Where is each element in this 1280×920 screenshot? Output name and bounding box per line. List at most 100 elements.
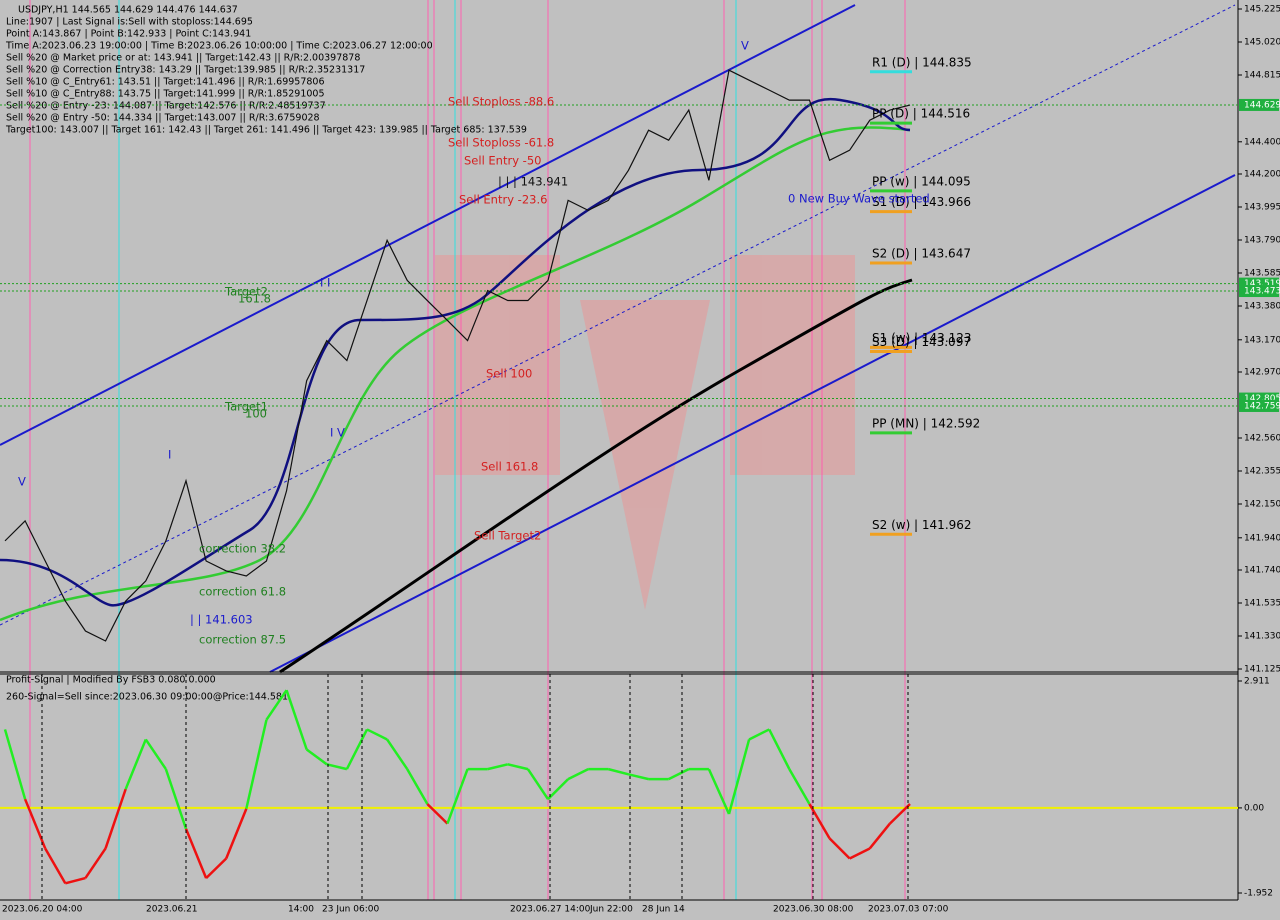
y-tick-label: 145.225 [1244, 5, 1280, 15]
annotation: correction 87.5 [199, 633, 286, 647]
y-tick-label: 143.790 [1244, 236, 1280, 246]
osc-segment [547, 778, 569, 801]
symbol-line: USDJPY,H1 144.565 144.629 144.476 144.63… [18, 5, 238, 16]
price-marker-label: 142.759 [1244, 401, 1280, 411]
osc-segment [748, 728, 770, 741]
osc-segment [144, 738, 167, 770]
y-tick-label: 144.200 [1244, 170, 1280, 180]
y-tick-label: 142.970 [1244, 368, 1280, 378]
osc-segment [285, 689, 308, 750]
price-marker-label: 142.805 [1244, 394, 1280, 404]
osc-segment [446, 768, 469, 825]
y-tick-label: 144.815 [1244, 71, 1280, 81]
annotation: V [741, 39, 749, 53]
osc-segment [889, 803, 911, 825]
annotation: Sell Entry -23.6 [459, 193, 547, 207]
osc-signal: 260-Signal=Sell since:2023.06.30 09:00:0… [6, 692, 288, 703]
osc-segment [23, 798, 47, 849]
info-line: Time A:2023.06.23 19:00:00 | Time B:2023… [5, 41, 433, 52]
osc-segment [828, 837, 851, 860]
y-tick-label: 143.585 [1244, 269, 1280, 279]
info-line: Sell %20 @ Entry -50: 144.334 || Target:… [6, 113, 320, 124]
annotation: Sell Entry -50 [464, 154, 541, 168]
y-tick-label: 143.170 [1244, 335, 1280, 345]
y-tick-label: 145.020 [1244, 38, 1280, 48]
y-tick-label: 143.380 [1244, 302, 1280, 312]
time-label: 14:00 [288, 905, 314, 915]
info-line: Target100: 143.007 || Target 161: 142.43… [5, 125, 527, 136]
osc-segment [124, 738, 147, 790]
osc-segment [84, 847, 107, 879]
price-marker [1239, 98, 1279, 111]
watermark [435, 255, 855, 610]
price-marker [1239, 285, 1279, 298]
osc-segment [628, 773, 649, 781]
y-tick-label: 141.330 [1244, 632, 1280, 642]
pivot-label: S1 (w) | 143.123 [872, 331, 972, 345]
osc-segment [245, 719, 268, 810]
info-line: Sell %20 @ Entry -23: 144.087 || Target:… [6, 101, 326, 112]
time-label: 2023.06.27 14:00 [510, 905, 591, 915]
osc-segment [225, 808, 248, 859]
info-line: Line:1907 | Last Signal is:Sell with sto… [6, 17, 253, 28]
vertical-lines [29, 0, 906, 900]
annotation: Target1 [224, 400, 268, 414]
osc-segment [707, 768, 731, 815]
time-label: 2023.06.20 04:00 [2, 905, 83, 915]
info-line: Sell %20 @ Market price or at: 143.941 |… [6, 53, 360, 64]
annotation: I I [320, 276, 330, 290]
pivot-label: S2 (w) | 141.962 [872, 518, 972, 532]
annotation: Target2 [224, 285, 268, 299]
pivot-label: PP (MN) | 142.592 [872, 416, 980, 430]
osc-segment [668, 767, 690, 781]
y-tick-label: 143.995 [1244, 203, 1280, 213]
osc-segment [406, 768, 429, 805]
info-line: Sell %10 @ C_Entry88: 143.75 || Target:1… [6, 89, 325, 100]
price-marker [1239, 399, 1279, 412]
annotation: Sell 100 [486, 367, 532, 381]
osc-segment [326, 763, 348, 771]
annotation: Sell Target2 [474, 529, 541, 543]
annotation: 161.8 [238, 292, 271, 306]
overlays [0, 4, 1236, 674]
time-label: 2023.06.30 08:00 [773, 905, 854, 915]
osc-segment [305, 748, 328, 766]
osc-segment [184, 828, 208, 879]
osc-segment [608, 767, 629, 776]
osc-segment [205, 857, 228, 879]
y-tick-label: 142.560 [1244, 434, 1280, 444]
osc-tick-label: 0.00 [1244, 803, 1264, 813]
info-line: Sell %10 @ C_Entry61: 143.51 || Target:1… [6, 77, 325, 88]
osc-segment [366, 728, 388, 741]
y-tick-label: 142.150 [1244, 500, 1280, 510]
osc-segment [44, 847, 67, 884]
y-tick-label: 141.535 [1244, 599, 1280, 609]
price-line [4, 69, 911, 642]
time-label: 2023.07.03 07:00 [868, 905, 949, 915]
price-marker-label: 143.473 [1244, 287, 1280, 297]
time-label: 23 Jun 06:00 [322, 905, 379, 915]
osc-segment [386, 738, 409, 770]
osc-tick-label: 2.911 [1244, 677, 1270, 687]
osc-segment [808, 803, 831, 840]
pivot-label: PP (w) | 144.095 [872, 174, 971, 188]
annotation: I V [330, 426, 345, 440]
annotation: | | 141.603 [190, 613, 253, 627]
osc-segment [3, 729, 27, 800]
osc-segment [727, 739, 751, 815]
y-tick-label: 141.940 [1244, 533, 1280, 543]
osc-segment [345, 728, 369, 770]
time-label: 28 Jun 14 [642, 905, 685, 915]
time-label: 2023.06.21 [146, 905, 198, 915]
annotation: correction 61.8 [199, 585, 286, 599]
osc-segment [788, 768, 811, 805]
osc-segment [849, 847, 871, 860]
osc-tick-label: -1.952 [1244, 889, 1273, 899]
osc-segment [487, 763, 509, 771]
pivot-label: R1 (D) | 144.835 [872, 55, 972, 69]
info-line: Point A:143.867 | Point B:142.933 | Poin… [6, 29, 251, 40]
osc-segment [65, 876, 86, 885]
annotation: Sell 161.8 [481, 460, 538, 474]
osc-segment [164, 768, 188, 830]
